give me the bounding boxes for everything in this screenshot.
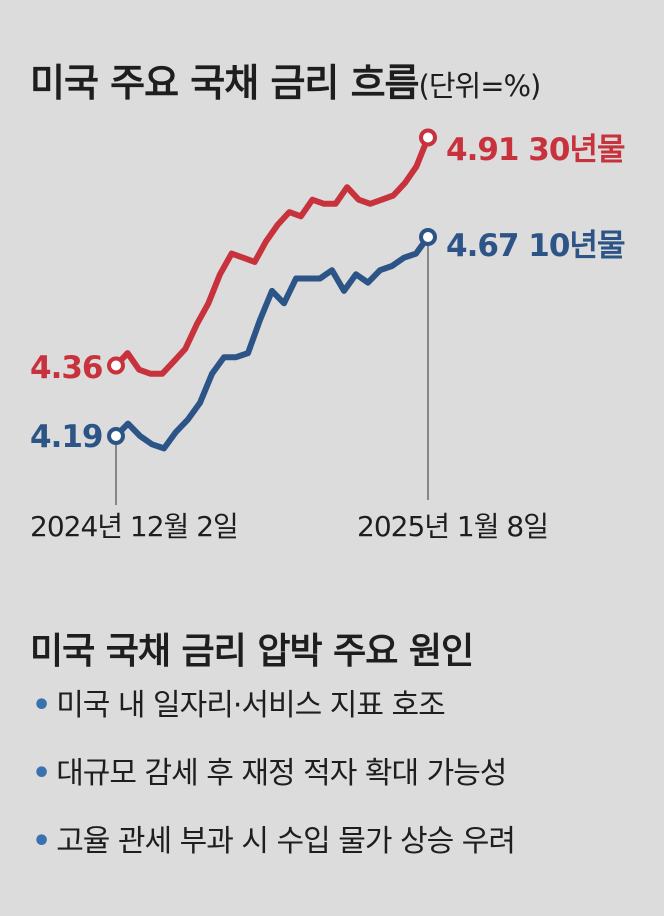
- series-layer: [107, 128, 437, 452]
- series-30y-end-value: 4.91: [446, 132, 519, 168]
- series-end-point-1: [419, 228, 437, 246]
- series-10y-end-label: 4.67 10년물: [446, 220, 625, 265]
- series-line-1: [113, 234, 431, 452]
- series-10y-end-value: 4.67: [446, 228, 519, 264]
- bullet-dot-icon: •: [32, 824, 51, 859]
- x-end-date-label: 2025년 1월 8일: [357, 510, 549, 543]
- series-start-point-1: [107, 427, 125, 445]
- reasons-list: • 미국 내 일자리·서비스 지표 호조 • 대규모 감세 후 재정 적자 확대 가…: [32, 686, 516, 890]
- reason-text: 대규모 감세 후 재정 적자 확대 가능성: [56, 756, 507, 791]
- yield-chart: [107, 128, 437, 505]
- x-start-date-label: 2024년 12월 2일: [30, 510, 239, 543]
- chart-title: 미국 주요 국채 금리 흐름(단위=%): [30, 52, 542, 107]
- bullet-dot-icon: •: [32, 756, 51, 791]
- series-line-0: [113, 134, 431, 377]
- bullet-dot-icon: •: [32, 688, 51, 723]
- series-end-point-0: [419, 128, 437, 147]
- reason-item: • 대규모 감세 후 재정 적자 확대 가능성: [32, 754, 515, 822]
- reason-text: 미국 내 일자리·서비스 지표 호조: [56, 688, 445, 723]
- series-30y-end-label: 4.91 30년물: [446, 124, 625, 169]
- reason-text: 고율 관세 부과 시 수입 물가 상승 우려: [56, 824, 516, 859]
- series-10y-start-label: 4.19: [30, 419, 103, 455]
- series-10y-name: 10년물: [528, 228, 625, 264]
- series-30y-start-label: 4.36: [30, 350, 103, 386]
- reasons-title: 미국 국채 금리 압박 주요 원인: [30, 631, 474, 672]
- series-30y-name: 30년물: [528, 132, 625, 168]
- chart-title-text: 미국 주요 국채 금리 흐름: [30, 61, 420, 105]
- reason-item: • 미국 내 일자리·서비스 지표 호조: [32, 686, 515, 754]
- reason-item: • 고율 관세 부과 시 수입 물가 상승 우려: [32, 822, 516, 890]
- chart-unit: (단위=%): [418, 69, 542, 103]
- series-start-point-0: [107, 356, 125, 375]
